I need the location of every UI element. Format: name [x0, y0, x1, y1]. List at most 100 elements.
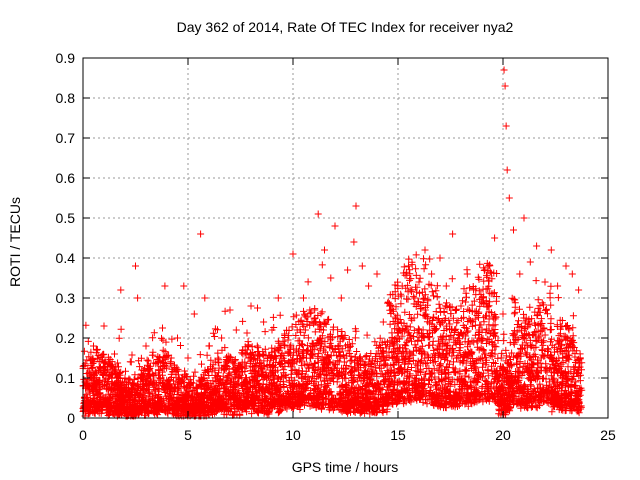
data-point	[148, 370, 156, 378]
data-point	[201, 294, 209, 302]
data-point	[314, 210, 322, 218]
data-point	[232, 326, 240, 334]
y-tick-label: 0.1	[56, 370, 76, 386]
y-tick-label: 0.8	[56, 90, 76, 106]
data-point	[499, 310, 507, 318]
data-point	[373, 270, 381, 278]
data-point	[379, 318, 387, 326]
y-tick-label: 0.2	[56, 330, 76, 346]
data-point	[547, 246, 555, 254]
data-point	[253, 342, 261, 350]
data-point	[516, 270, 524, 278]
data-point	[337, 294, 345, 302]
data-point	[111, 350, 118, 358]
data-point	[121, 374, 129, 382]
x-tick-label: 25	[600, 427, 616, 443]
y-tick-label: 0.7	[56, 130, 76, 146]
data-point	[386, 302, 394, 310]
x-axis-label: GPS time / hours	[292, 459, 399, 475]
data-point	[167, 354, 175, 362]
scatter-point-cloud	[79, 246, 586, 420]
data-point	[197, 230, 205, 238]
y-tick-label: 0.5	[56, 210, 76, 226]
data-point	[541, 278, 549, 286]
data-point	[358, 262, 366, 270]
data-point	[442, 282, 450, 290]
data-point	[449, 230, 457, 238]
data-point	[554, 282, 562, 290]
data-point	[500, 66, 508, 74]
x-tick-label: 15	[390, 427, 406, 443]
data-point	[436, 254, 444, 262]
data-point	[501, 82, 509, 90]
data-point	[478, 294, 486, 302]
data-point	[502, 122, 510, 130]
data-point	[226, 306, 234, 314]
y-tick-label: 0.6	[56, 170, 76, 186]
data-point	[415, 278, 423, 286]
data-point	[289, 250, 297, 258]
data-point	[205, 342, 213, 350]
y-tick-label: 0.9	[56, 50, 76, 66]
data-point	[155, 358, 163, 366]
data-point	[405, 262, 412, 270]
data-point	[239, 346, 247, 354]
data-point	[457, 302, 465, 310]
chart-title: Day 362 of 2014, Rate Of TEC Index for r…	[177, 19, 514, 35]
data-point	[398, 282, 406, 290]
data-point	[562, 262, 570, 270]
x-tick-label: 20	[495, 427, 511, 443]
data-point	[428, 270, 436, 278]
data-point	[470, 286, 478, 294]
data-point	[327, 274, 335, 282]
data-point	[274, 294, 282, 302]
data-point	[310, 318, 318, 326]
axis-ticks: 0 0.1 0.2 0.3 0.4 0.5 0.6 0.7 0.8 0.9 0 5 10 15 20 25	[56, 50, 616, 443]
data-point	[300, 294, 307, 302]
data-point	[90, 342, 97, 350]
data-points	[79, 66, 586, 420]
x-tick-label: 0	[79, 427, 87, 443]
data-point	[421, 306, 429, 314]
data-point	[331, 222, 339, 230]
plot-frame	[82, 57, 609, 419]
data-point	[411, 294, 419, 302]
data-point	[503, 166, 511, 174]
x-tick-label: 5	[184, 427, 192, 443]
data-point	[117, 286, 125, 294]
data-point	[268, 326, 276, 334]
data-point	[394, 334, 402, 342]
y-axis-label: ROTI / TECUs	[7, 197, 23, 287]
data-point	[104, 358, 112, 366]
data-point	[575, 286, 583, 294]
y-tick-label: 0.4	[56, 250, 76, 266]
y-tick-label: 0	[67, 410, 75, 426]
data-point	[281, 330, 289, 338]
data-point	[293, 326, 301, 334]
data-point	[491, 234, 499, 242]
data-point	[174, 334, 181, 342]
data-point	[190, 310, 198, 318]
data-point	[161, 282, 169, 290]
data-point	[184, 354, 192, 362]
data-point	[134, 294, 142, 302]
data-point	[306, 306, 314, 314]
data-point	[365, 282, 373, 290]
data-point	[100, 322, 108, 330]
data-point	[180, 282, 188, 290]
data-point	[142, 342, 150, 350]
y-tick-label: 0.3	[56, 290, 76, 306]
data-point	[96, 366, 104, 374]
data-point	[352, 202, 360, 210]
data-point	[510, 226, 517, 234]
data-point	[344, 266, 352, 274]
data-point	[85, 370, 93, 378]
data-point	[247, 302, 255, 310]
data-point	[350, 238, 358, 246]
data-point	[526, 258, 534, 266]
data-point	[132, 262, 139, 270]
data-point	[127, 358, 135, 366]
data-point	[260, 318, 268, 326]
data-point	[568, 270, 576, 278]
